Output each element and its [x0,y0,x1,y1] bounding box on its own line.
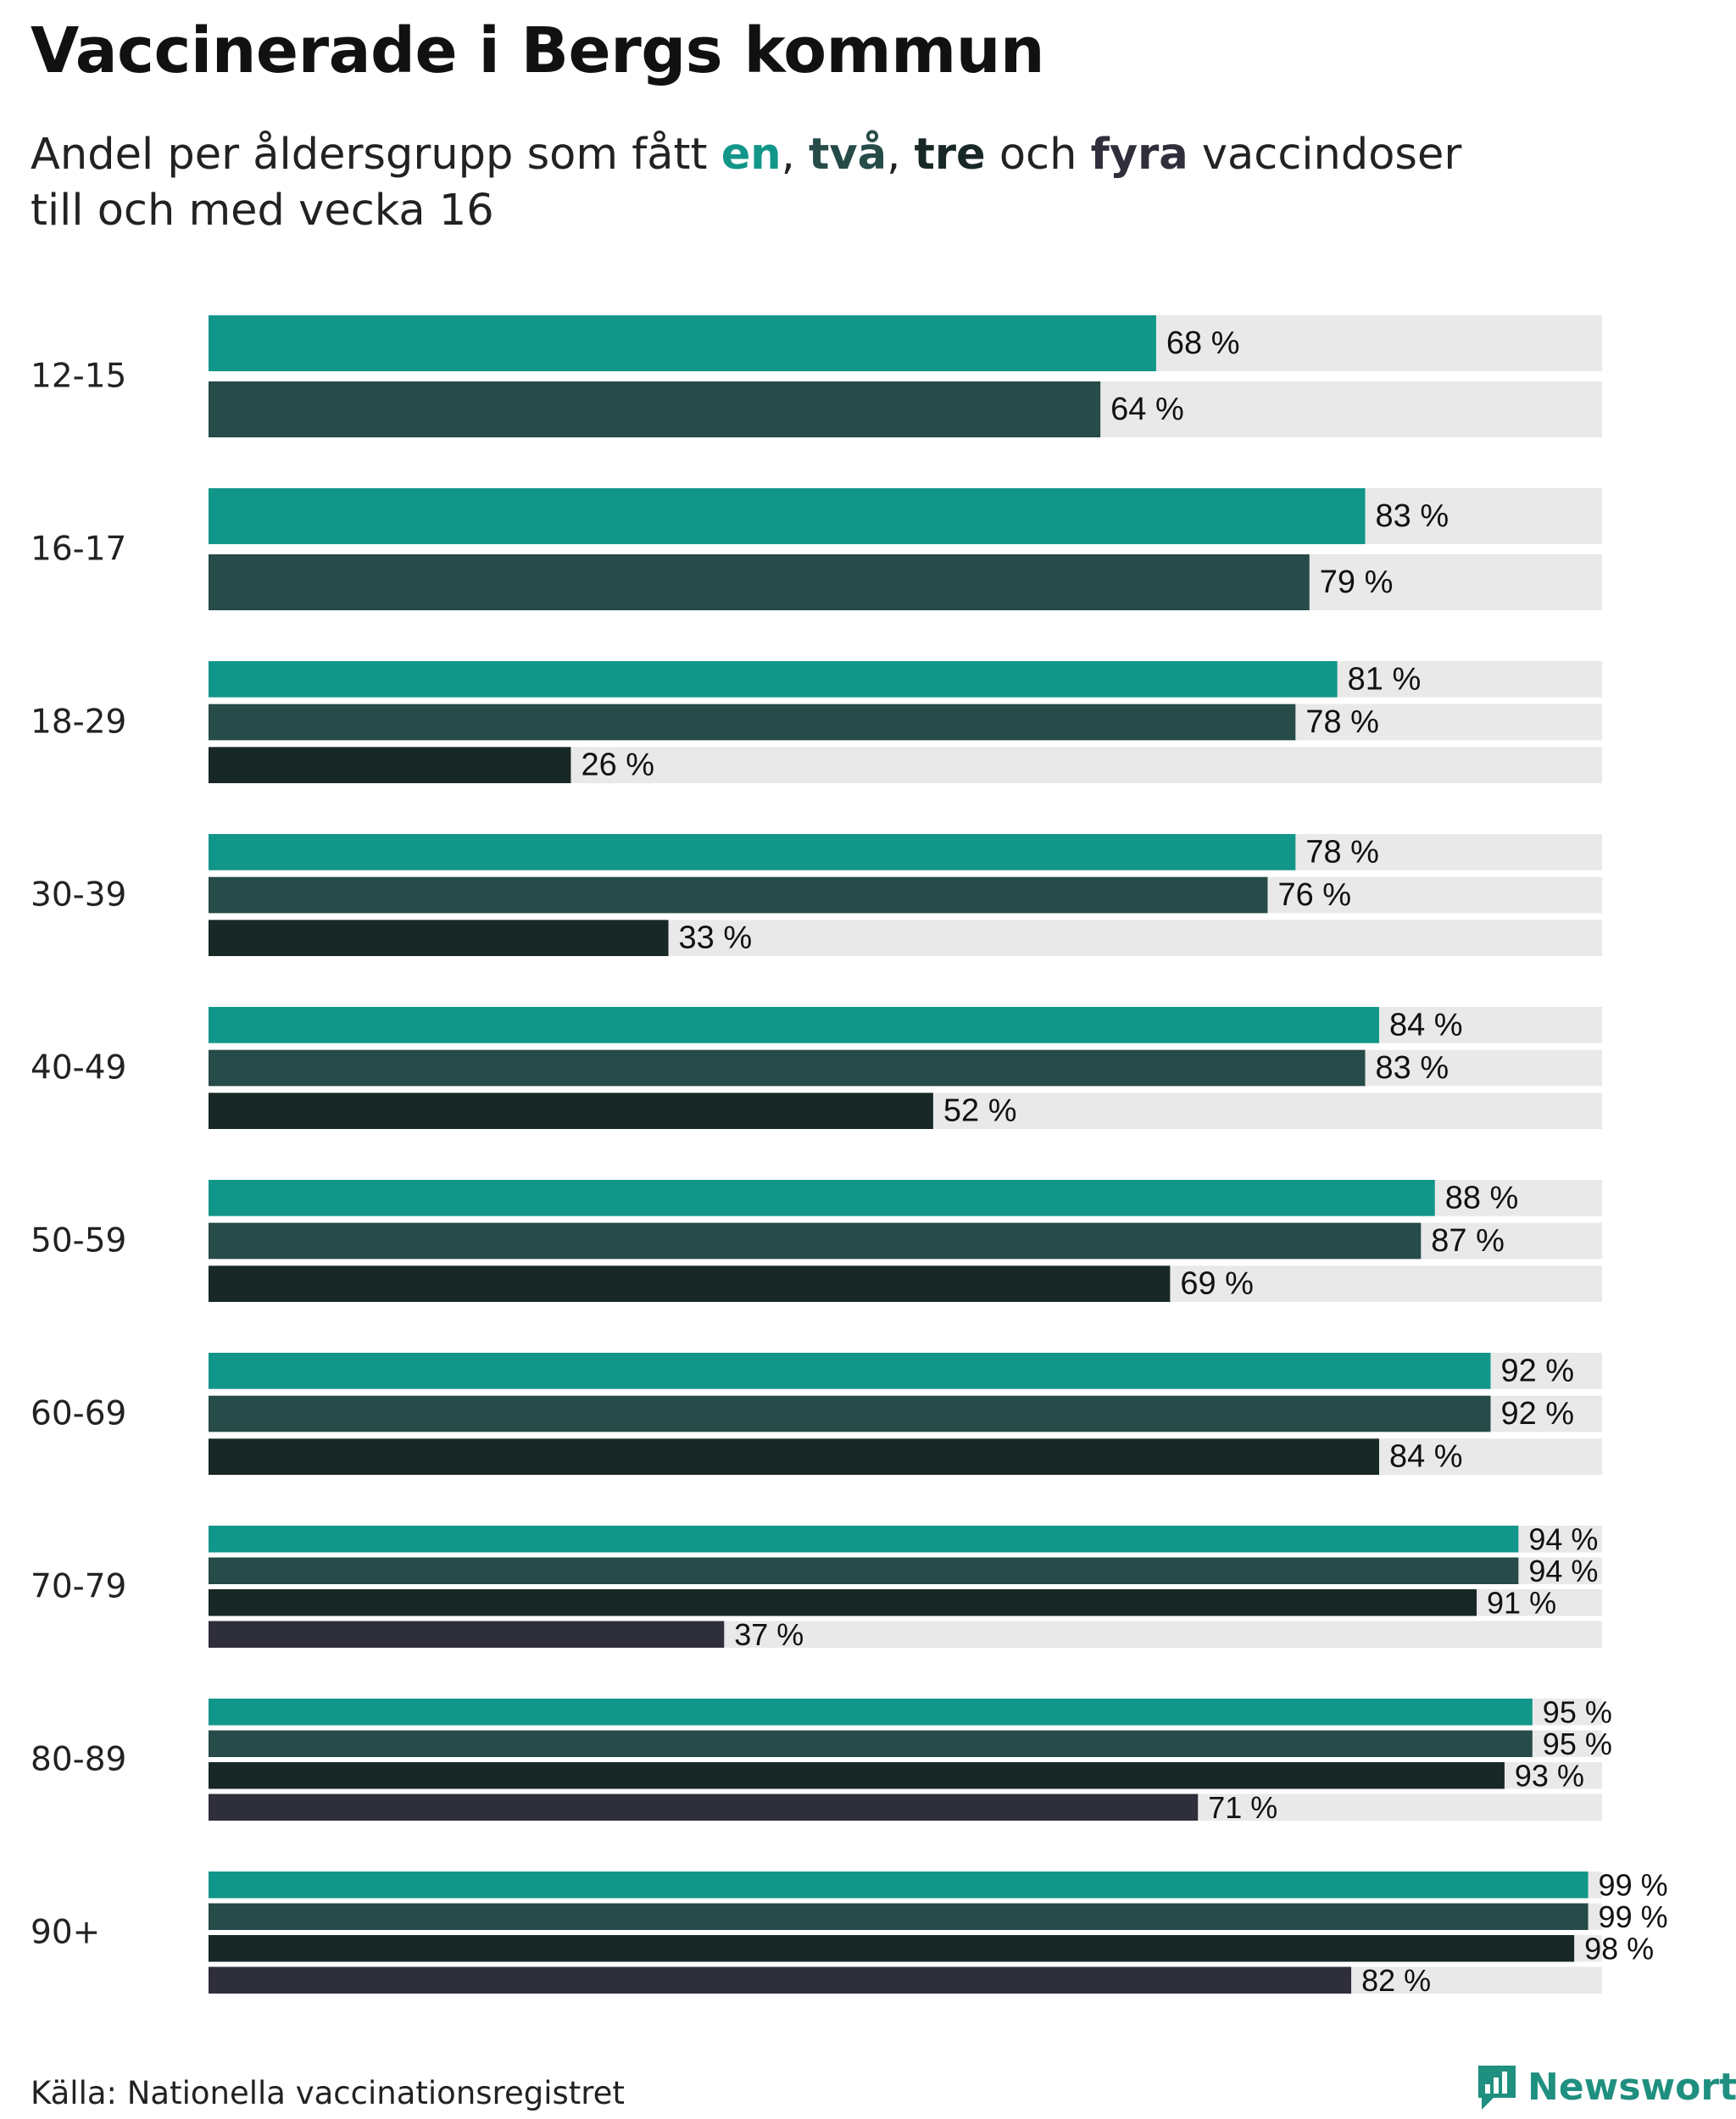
newsworthy-logo: Newsworthy [1477,2061,1736,2112]
bar-en [209,834,1296,870]
bar-en [209,1007,1379,1043]
data-label: 94 % [1528,1554,1598,1588]
category-label: 80-89 [31,1741,126,1779]
data-label: 71 % [1208,1790,1277,1825]
legend-key-fyra: fyra [1090,130,1188,180]
data-label: 87 % [1431,1223,1505,1259]
bar-tre [209,1438,1379,1475]
bar-tva [209,1395,1491,1432]
category-label: 60-69 [31,1395,126,1433]
subtitle-separator: , [887,130,915,180]
legend-key-en: en [721,130,782,180]
bar-en [209,315,1156,371]
data-label: 95 % [1543,1694,1612,1729]
bar-tva [209,1049,1366,1087]
data-label: 82 % [1361,1963,1431,1998]
bar-en [209,488,1366,544]
data-label: 33 % [679,920,753,956]
newsworthy-logo-text: Newsworthy [1527,2065,1736,2109]
bar-en [209,1353,1491,1389]
data-label: 76 % [1277,877,1351,913]
bar-en [209,1872,1589,1899]
bar-tre [209,1093,933,1129]
subtitle-text: vaccindoser [1188,130,1462,180]
bar-tre [209,1589,1477,1616]
data-label: 81 % [1348,661,1422,697]
data-label: 99 % [1599,1867,1668,1902]
bar-tva [209,554,1310,610]
data-label: 84 % [1389,1007,1463,1043]
newsworthy-logo-icon [1478,2066,1516,2110]
bar-fyra [209,1794,1199,1821]
data-label: 93 % [1515,1758,1584,1793]
bar-tva [209,1903,1589,1930]
bar-fyra [209,1966,1352,1994]
legend-key-tre: tre [914,130,986,180]
data-label: 69 % [1180,1266,1254,1302]
category-label: 70-79 [31,1568,126,1606]
data-label: 78 % [1305,704,1379,740]
bar-en [209,1180,1435,1216]
bar-en [209,661,1338,698]
bar-chart: 12-15 68 % 64 % 16-17 83 % 79 % 18-29 81 % 78 % 2… [31,315,1668,1998]
legend-key-tva: två [809,130,887,180]
bar-en [209,1699,1533,1726]
subtitle-text: till och med vecka 16 [31,186,494,236]
data-label: 83 % [1376,1050,1449,1086]
category-label: 40-49 [31,1049,126,1087]
data-label: 68 % [1166,325,1240,361]
bar-tre [209,1762,1505,1789]
category-label: 90+ [31,1914,100,1952]
bar-fyra [209,1621,725,1648]
category-label: 12-15 [31,358,126,396]
data-label: 95 % [1543,1727,1612,1761]
data-label: 78 % [1305,834,1379,870]
bar-tre [209,920,669,956]
data-label: 99 % [1599,1899,1668,1934]
data-label: 84 % [1389,1439,1463,1475]
category-label: 50-59 [31,1222,126,1260]
data-label: 98 % [1584,1931,1654,1966]
bar-tre [209,1935,1575,1962]
bar-tva [209,704,1296,741]
data-label: 52 % [943,1093,1017,1129]
category-label: 30-39 [31,876,126,915]
subtitle-text: Andel per åldersgrupp som fått [31,130,721,180]
data-label: 79 % [1320,565,1394,600]
subtitle-separator: och [985,130,1091,180]
bar-tre [209,1265,1171,1302]
chart-subtitle: Andel per åldersgrupp som fått en, två, … [31,127,1641,239]
bar-tva [209,1222,1422,1260]
data-label: 64 % [1110,392,1184,427]
bar-tva [209,876,1268,914]
source-note: Källa: Nationella vaccinationsregistret [31,2075,625,2111]
data-label: 91 % [1487,1585,1556,1620]
data-label: 83 % [1376,498,1449,534]
data-label: 94 % [1528,1521,1598,1556]
bar-tva [209,1730,1533,1757]
bar-en [209,1526,1519,1553]
chart-title: Vaccinerade i Bergs kommun [31,14,1045,87]
category-label: 18-29 [31,704,126,742]
bar-tva [209,381,1101,437]
category-label: 16-17 [31,531,126,569]
data-label: 92 % [1500,1353,1574,1388]
data-label: 37 % [734,1617,804,1652]
data-label: 88 % [1445,1180,1519,1215]
data-label: 26 % [581,748,654,783]
bar-tre [209,747,571,783]
data-label: 92 % [1500,1396,1574,1432]
subtitle-separator: , [781,130,810,180]
bar-tva [209,1557,1519,1584]
